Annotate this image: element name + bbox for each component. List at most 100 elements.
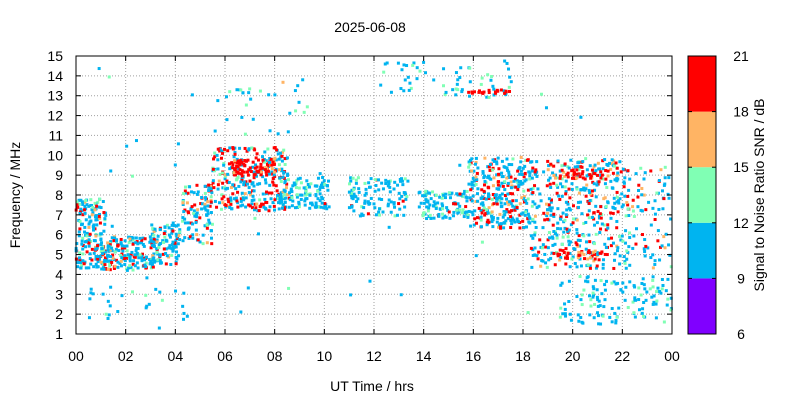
data-point bbox=[596, 173, 600, 177]
data-point bbox=[456, 211, 460, 215]
data-point bbox=[658, 245, 662, 249]
data-point bbox=[438, 207, 442, 211]
data-point bbox=[209, 187, 213, 191]
data-point bbox=[503, 188, 507, 192]
data-point bbox=[243, 132, 247, 136]
data-point bbox=[172, 224, 176, 228]
data-point bbox=[614, 321, 618, 325]
data-point bbox=[148, 262, 152, 266]
data-point bbox=[100, 247, 104, 251]
data-point bbox=[590, 189, 594, 193]
data-point bbox=[546, 238, 550, 242]
data-point bbox=[216, 147, 220, 151]
data-point bbox=[421, 214, 425, 218]
data-point bbox=[616, 171, 620, 175]
data-point bbox=[188, 185, 192, 189]
data-point bbox=[474, 254, 478, 258]
data-point bbox=[573, 165, 577, 169]
data-point bbox=[535, 254, 539, 258]
data-point bbox=[170, 231, 174, 235]
data-point bbox=[533, 233, 537, 237]
data-point bbox=[644, 244, 648, 248]
data-point bbox=[318, 172, 322, 176]
data-point bbox=[117, 248, 121, 252]
data-point bbox=[170, 227, 174, 231]
y-tick-label: 10 bbox=[47, 147, 63, 163]
data-point bbox=[550, 251, 554, 255]
data-point bbox=[399, 293, 403, 297]
data-point bbox=[549, 200, 553, 204]
data-point bbox=[472, 183, 476, 187]
data-point bbox=[389, 90, 393, 94]
data-point bbox=[543, 218, 547, 222]
data-point bbox=[151, 265, 155, 269]
data-point bbox=[280, 167, 284, 171]
data-point bbox=[606, 169, 610, 173]
data-point bbox=[88, 215, 92, 219]
data-point bbox=[297, 100, 301, 104]
data-point bbox=[542, 170, 546, 174]
data-point bbox=[664, 232, 668, 236]
data-point bbox=[162, 241, 166, 245]
data-point bbox=[578, 239, 582, 243]
data-point bbox=[559, 217, 563, 221]
data-point bbox=[248, 166, 252, 170]
data-point bbox=[533, 253, 537, 257]
data-point bbox=[408, 81, 412, 85]
data-point bbox=[261, 202, 265, 206]
data-point bbox=[588, 313, 592, 317]
data-point bbox=[103, 217, 107, 221]
data-point bbox=[619, 170, 623, 174]
data-point bbox=[208, 221, 212, 225]
data-point bbox=[240, 172, 244, 176]
data-point bbox=[447, 191, 451, 195]
data-point bbox=[319, 185, 323, 189]
data-point bbox=[154, 287, 158, 291]
data-point bbox=[468, 66, 472, 70]
data-point bbox=[109, 259, 113, 263]
data-point bbox=[483, 213, 487, 217]
data-point bbox=[615, 249, 619, 253]
y-tick-label: 6 bbox=[55, 227, 63, 243]
data-point bbox=[491, 158, 495, 162]
data-point bbox=[553, 176, 557, 180]
data-point bbox=[588, 250, 592, 254]
y-tick-label: 15 bbox=[47, 48, 63, 64]
data-point bbox=[490, 220, 494, 224]
data-point bbox=[544, 245, 548, 249]
data-point bbox=[424, 198, 428, 202]
data-point bbox=[519, 179, 523, 183]
data-point bbox=[201, 202, 205, 206]
data-point bbox=[609, 211, 613, 215]
data-point bbox=[634, 242, 638, 246]
data-point bbox=[412, 61, 416, 65]
data-point bbox=[354, 181, 358, 185]
data-point bbox=[240, 174, 244, 178]
data-point bbox=[540, 246, 544, 250]
data-point bbox=[354, 178, 358, 182]
data-point bbox=[366, 212, 370, 216]
data-point bbox=[81, 252, 85, 256]
y-tick-label: 1 bbox=[55, 326, 63, 342]
y-tick-label: 2 bbox=[55, 306, 63, 322]
data-point bbox=[651, 206, 655, 210]
data-point bbox=[404, 197, 408, 201]
data-point bbox=[222, 147, 226, 151]
data-point bbox=[543, 252, 547, 256]
data-point bbox=[577, 205, 581, 209]
data-point bbox=[599, 170, 603, 174]
data-point bbox=[544, 202, 548, 206]
data-point bbox=[92, 227, 96, 231]
data-point bbox=[615, 166, 619, 170]
data-point bbox=[192, 191, 196, 195]
data-point bbox=[373, 178, 377, 182]
data-point bbox=[305, 192, 309, 196]
data-point bbox=[299, 181, 303, 185]
data-point bbox=[595, 183, 599, 187]
data-point bbox=[224, 95, 228, 99]
data-point bbox=[530, 169, 534, 173]
data-point bbox=[497, 167, 501, 171]
data-point bbox=[604, 228, 608, 232]
data-point bbox=[592, 293, 596, 297]
data-point bbox=[510, 222, 514, 226]
